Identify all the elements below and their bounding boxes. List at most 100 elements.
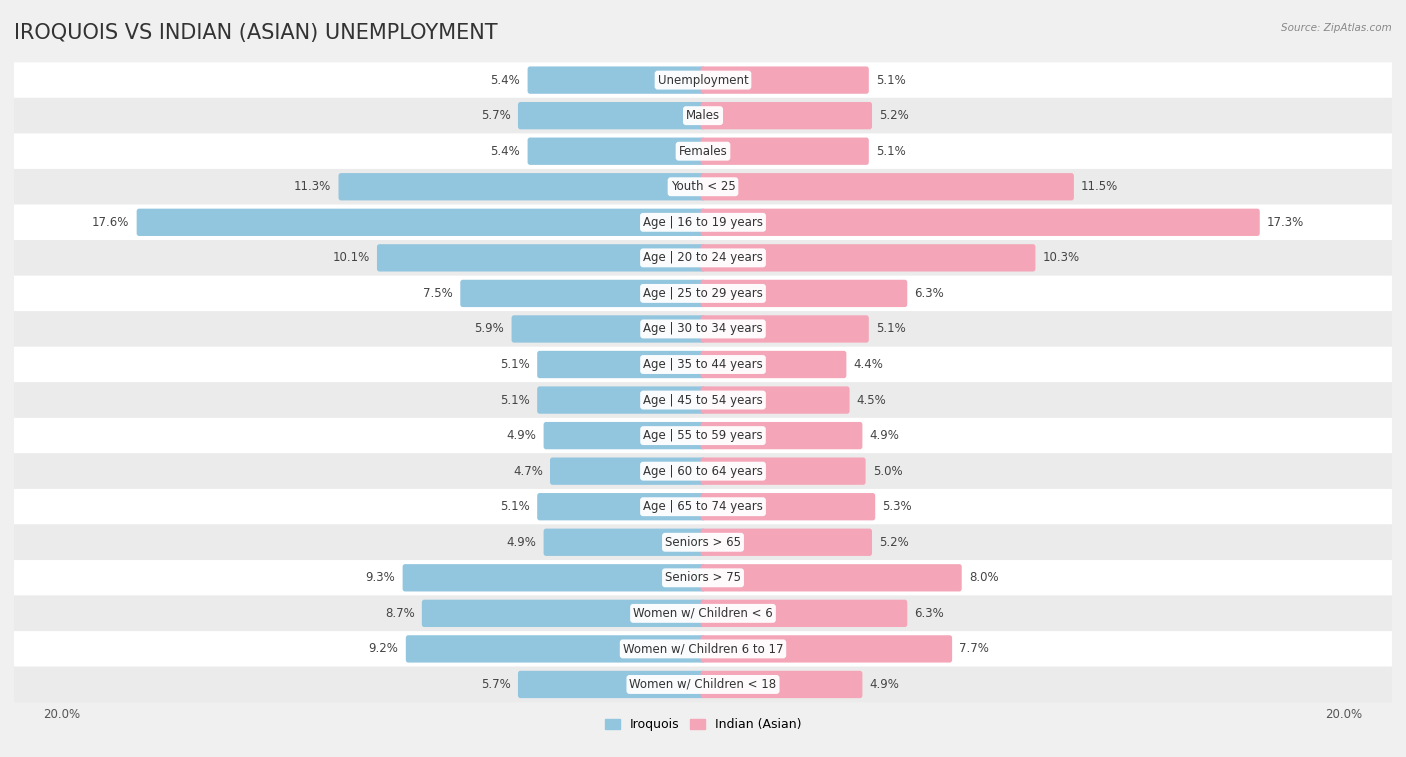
Text: 4.9%: 4.9% [870, 429, 900, 442]
Text: 6.3%: 6.3% [914, 607, 945, 620]
FancyBboxPatch shape [527, 67, 706, 94]
Text: 4.9%: 4.9% [506, 536, 536, 549]
FancyBboxPatch shape [700, 209, 1260, 236]
FancyBboxPatch shape [14, 418, 1392, 453]
FancyBboxPatch shape [537, 350, 706, 378]
FancyBboxPatch shape [14, 560, 1392, 596]
Text: 5.1%: 5.1% [501, 394, 530, 407]
FancyBboxPatch shape [14, 240, 1392, 276]
Text: 4.9%: 4.9% [870, 678, 900, 691]
Text: 17.6%: 17.6% [91, 216, 129, 229]
Text: 4.4%: 4.4% [853, 358, 883, 371]
Legend: Iroquois, Indian (Asian): Iroquois, Indian (Asian) [600, 713, 806, 737]
FancyBboxPatch shape [700, 493, 875, 520]
FancyBboxPatch shape [700, 280, 907, 307]
FancyBboxPatch shape [14, 667, 1392, 702]
Text: 5.4%: 5.4% [491, 145, 520, 157]
Text: 11.5%: 11.5% [1081, 180, 1118, 193]
Text: Age | 45 to 54 years: Age | 45 to 54 years [643, 394, 763, 407]
FancyBboxPatch shape [700, 386, 849, 414]
FancyBboxPatch shape [700, 671, 862, 698]
Text: 5.2%: 5.2% [879, 109, 910, 122]
FancyBboxPatch shape [377, 245, 706, 272]
FancyBboxPatch shape [700, 422, 862, 449]
FancyBboxPatch shape [517, 102, 706, 129]
Text: 10.3%: 10.3% [1043, 251, 1080, 264]
Text: 7.7%: 7.7% [959, 643, 990, 656]
Text: 5.1%: 5.1% [501, 500, 530, 513]
Text: 5.7%: 5.7% [481, 678, 510, 691]
Text: Age | 60 to 64 years: Age | 60 to 64 years [643, 465, 763, 478]
FancyBboxPatch shape [402, 564, 706, 591]
FancyBboxPatch shape [700, 457, 866, 484]
Text: Age | 30 to 34 years: Age | 30 to 34 years [643, 322, 763, 335]
Text: 5.9%: 5.9% [475, 322, 505, 335]
FancyBboxPatch shape [700, 528, 872, 556]
FancyBboxPatch shape [527, 138, 706, 165]
Text: 5.2%: 5.2% [879, 536, 910, 549]
FancyBboxPatch shape [14, 133, 1392, 169]
Text: Age | 55 to 59 years: Age | 55 to 59 years [643, 429, 763, 442]
Text: 5.1%: 5.1% [876, 145, 905, 157]
FancyBboxPatch shape [550, 457, 706, 484]
Text: 10.1%: 10.1% [332, 251, 370, 264]
FancyBboxPatch shape [14, 382, 1392, 418]
Text: Males: Males [686, 109, 720, 122]
FancyBboxPatch shape [700, 102, 872, 129]
Text: 4.7%: 4.7% [513, 465, 543, 478]
Text: 5.4%: 5.4% [491, 73, 520, 86]
FancyBboxPatch shape [512, 316, 706, 343]
Text: 5.1%: 5.1% [876, 322, 905, 335]
Text: 9.3%: 9.3% [366, 572, 395, 584]
FancyBboxPatch shape [14, 204, 1392, 240]
Text: 11.3%: 11.3% [294, 180, 332, 193]
FancyBboxPatch shape [537, 493, 706, 520]
FancyBboxPatch shape [136, 209, 706, 236]
Text: 5.0%: 5.0% [873, 465, 903, 478]
Text: 8.7%: 8.7% [385, 607, 415, 620]
FancyBboxPatch shape [700, 564, 962, 591]
FancyBboxPatch shape [700, 316, 869, 343]
Text: Youth < 25: Youth < 25 [671, 180, 735, 193]
Text: Age | 20 to 24 years: Age | 20 to 24 years [643, 251, 763, 264]
FancyBboxPatch shape [700, 600, 907, 627]
FancyBboxPatch shape [14, 98, 1392, 133]
Text: 4.5%: 4.5% [856, 394, 887, 407]
Text: 7.5%: 7.5% [423, 287, 453, 300]
FancyBboxPatch shape [700, 350, 846, 378]
Text: 4.9%: 4.9% [506, 429, 536, 442]
FancyBboxPatch shape [14, 596, 1392, 631]
Text: Source: ZipAtlas.com: Source: ZipAtlas.com [1281, 23, 1392, 33]
Text: Age | 65 to 74 years: Age | 65 to 74 years [643, 500, 763, 513]
FancyBboxPatch shape [14, 489, 1392, 525]
FancyBboxPatch shape [14, 311, 1392, 347]
Text: 5.7%: 5.7% [481, 109, 510, 122]
FancyBboxPatch shape [14, 525, 1392, 560]
Text: 9.2%: 9.2% [368, 643, 398, 656]
FancyBboxPatch shape [14, 347, 1392, 382]
FancyBboxPatch shape [339, 173, 706, 201]
Text: Seniors > 65: Seniors > 65 [665, 536, 741, 549]
Text: 17.3%: 17.3% [1267, 216, 1305, 229]
Text: Seniors > 75: Seniors > 75 [665, 572, 741, 584]
FancyBboxPatch shape [14, 276, 1392, 311]
Text: Women w/ Children 6 to 17: Women w/ Children 6 to 17 [623, 643, 783, 656]
FancyBboxPatch shape [544, 422, 706, 449]
Text: Women w/ Children < 18: Women w/ Children < 18 [630, 678, 776, 691]
FancyBboxPatch shape [517, 671, 706, 698]
Text: IROQUOIS VS INDIAN (ASIAN) UNEMPLOYMENT: IROQUOIS VS INDIAN (ASIAN) UNEMPLOYMENT [14, 23, 498, 42]
FancyBboxPatch shape [14, 169, 1392, 204]
FancyBboxPatch shape [700, 138, 869, 165]
Text: 6.3%: 6.3% [914, 287, 945, 300]
FancyBboxPatch shape [544, 528, 706, 556]
FancyBboxPatch shape [460, 280, 706, 307]
Text: 5.1%: 5.1% [876, 73, 905, 86]
FancyBboxPatch shape [406, 635, 706, 662]
Text: Unemployment: Unemployment [658, 73, 748, 86]
Text: Age | 16 to 19 years: Age | 16 to 19 years [643, 216, 763, 229]
Text: 5.3%: 5.3% [883, 500, 912, 513]
Text: Age | 25 to 29 years: Age | 25 to 29 years [643, 287, 763, 300]
FancyBboxPatch shape [422, 600, 706, 627]
FancyBboxPatch shape [700, 635, 952, 662]
Text: Women w/ Children < 6: Women w/ Children < 6 [633, 607, 773, 620]
